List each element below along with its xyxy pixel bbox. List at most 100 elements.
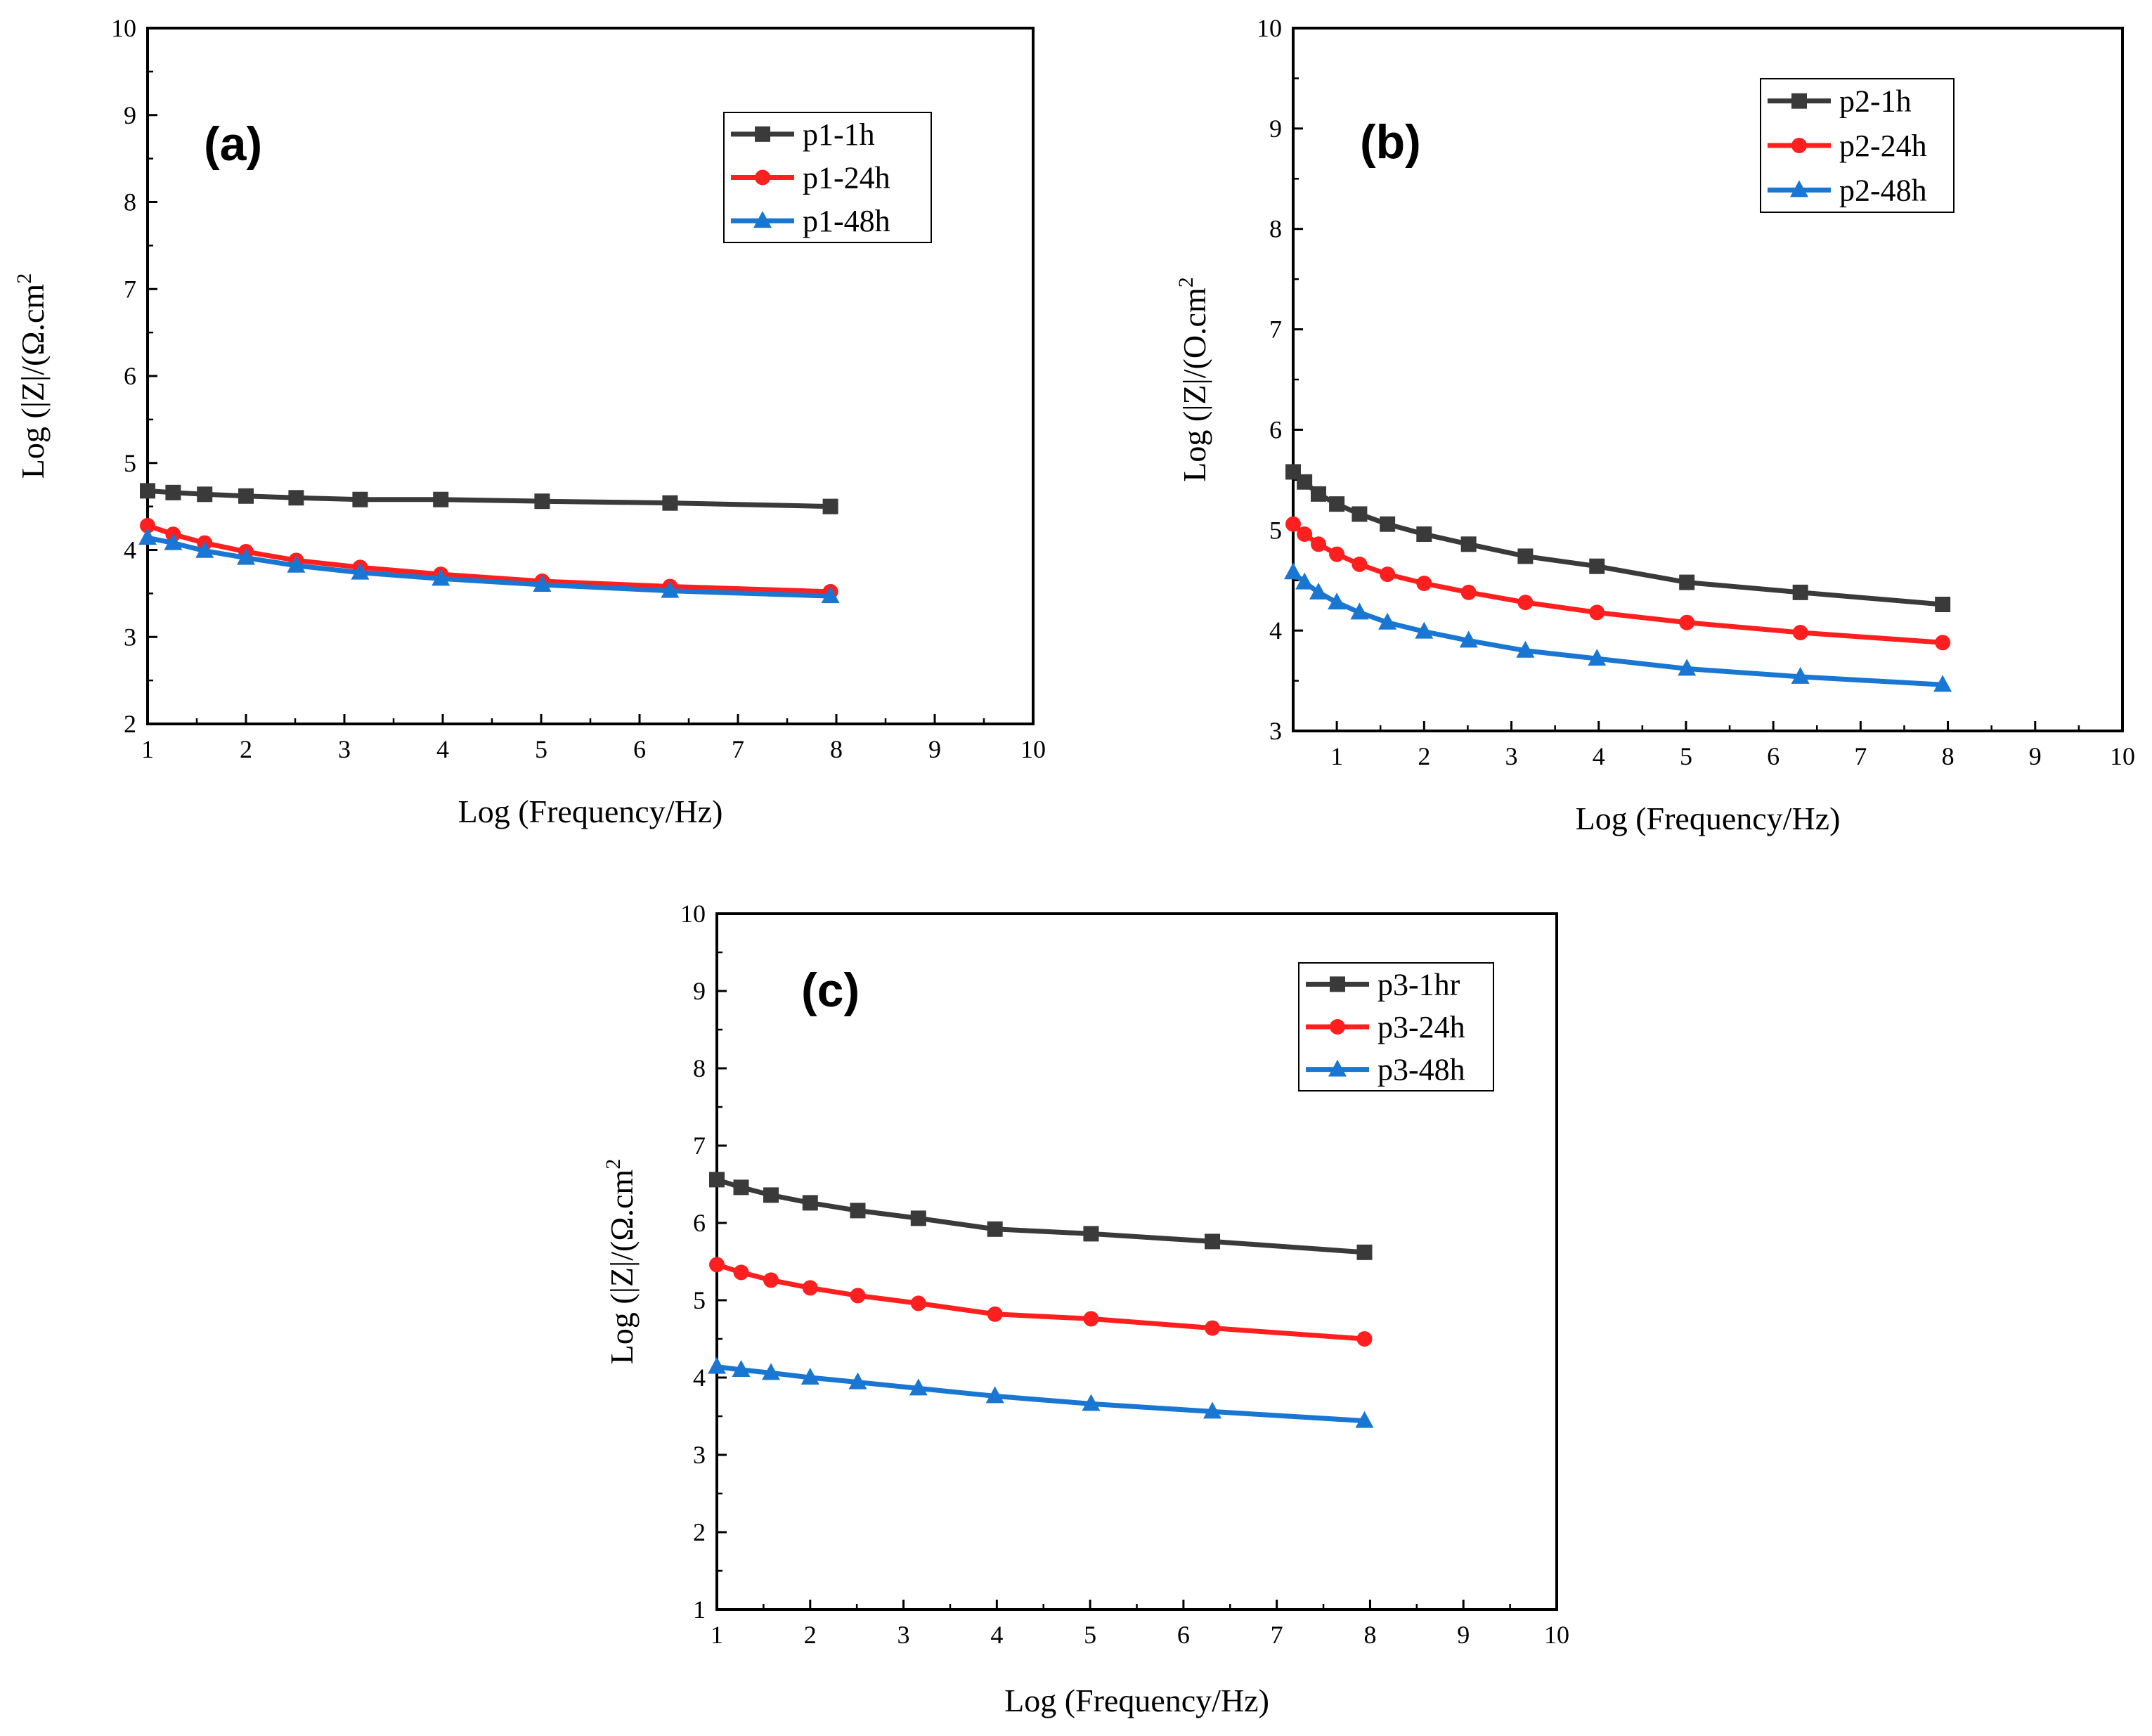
data-point-p1-48h bbox=[195, 540, 214, 558]
y-axis-label: Log (|Z|/(Ω.cm2 bbox=[13, 273, 51, 479]
legend-label: p2-24h bbox=[1839, 129, 1927, 163]
data-point-p2-1h bbox=[1416, 526, 1432, 542]
data-point-p2-48h bbox=[1378, 612, 1397, 630]
data-point-p2-48h bbox=[1295, 572, 1314, 590]
y-tick-label: 3 bbox=[1269, 717, 1282, 745]
x-tick-label: 2 bbox=[240, 735, 252, 763]
data-point-p1-1h bbox=[662, 495, 678, 511]
data-point-p3-48h bbox=[1082, 1394, 1101, 1411]
x-axis-label: Log (Frequency/Hz) bbox=[1576, 801, 1841, 836]
panel-label: (a) bbox=[204, 117, 262, 171]
x-tick-label: 5 bbox=[1084, 1621, 1096, 1649]
y-tick-label: 8 bbox=[124, 188, 136, 216]
y-tick-label: 3 bbox=[124, 623, 136, 651]
y-axis-label-main: Log (|Z|/(O.cm bbox=[1177, 287, 1212, 482]
x-axis-label: Log (Frequency/Hz) bbox=[1004, 1683, 1269, 1718]
legend-marker bbox=[1330, 1019, 1345, 1035]
y-tick-label: 6 bbox=[1269, 415, 1282, 443]
legend-marker bbox=[755, 126, 770, 142]
data-point-p2-1h bbox=[1679, 574, 1695, 590]
data-point-p3-1hr bbox=[850, 1203, 866, 1219]
data-point-p1-48h bbox=[821, 586, 840, 604]
y-tick-label: 2 bbox=[693, 1518, 706, 1546]
data-point-p2-24h bbox=[1352, 556, 1368, 572]
x-tick-label: 2 bbox=[804, 1621, 817, 1649]
data-point-p2-1h bbox=[1517, 548, 1534, 564]
x-axis-label: Log (Frequency/Hz) bbox=[458, 793, 723, 829]
data-point-p3-1hr bbox=[709, 1172, 725, 1188]
data-point-p2-48h bbox=[1516, 640, 1535, 658]
data-point-p3-24h bbox=[1083, 1311, 1099, 1327]
data-point-p2-48h bbox=[1284, 562, 1302, 580]
data-point-p3-24h bbox=[763, 1272, 779, 1288]
data-point-p1-48h bbox=[351, 562, 370, 580]
x-tick-label: 6 bbox=[1177, 1621, 1190, 1649]
x-tick-label: 6 bbox=[633, 735, 646, 763]
data-point-p2-24h bbox=[1935, 635, 1951, 651]
x-tick-label: 7 bbox=[1271, 1621, 1283, 1649]
legend-label: p3-48h bbox=[1378, 1053, 1465, 1087]
y-tick-label: 8 bbox=[693, 1054, 706, 1082]
data-point-p2-1h bbox=[1460, 536, 1477, 552]
y-tick-label: 8 bbox=[1269, 215, 1282, 243]
x-tick-label: 1 bbox=[141, 735, 154, 763]
x-tick-label: 5 bbox=[535, 735, 547, 763]
x-tick-label: 8 bbox=[830, 735, 843, 763]
x-tick-label: 3 bbox=[1505, 742, 1518, 770]
data-point-p1-1h bbox=[140, 483, 155, 499]
data-point-p2-48h bbox=[1350, 602, 1369, 620]
data-point-p1-48h bbox=[164, 533, 183, 550]
data-point-p3-24h bbox=[987, 1306, 1003, 1322]
y-tick-label: 4 bbox=[124, 536, 136, 564]
y-tick-label: 10 bbox=[111, 14, 136, 42]
y-tick-label: 3 bbox=[693, 1441, 706, 1469]
x-tick-label: 1 bbox=[1330, 742, 1343, 770]
data-point-p2-1h bbox=[1380, 516, 1396, 532]
x-tick-label: 10 bbox=[1020, 735, 1046, 763]
panel-label: (b) bbox=[1360, 115, 1421, 169]
data-point-p1-24h bbox=[140, 517, 155, 533]
y-tick-label: 10 bbox=[680, 900, 706, 928]
data-point-p2-1h bbox=[1297, 474, 1313, 490]
y-axis-label-main: Log (|Z|/(Ω.cm bbox=[15, 284, 51, 479]
series-line-p3-1hr bbox=[714, 1177, 1367, 1255]
x-tick-label: 7 bbox=[732, 735, 744, 763]
data-point-p2-24h bbox=[1679, 614, 1695, 630]
data-point-p3-24h bbox=[709, 1257, 725, 1273]
data-point-p2-1h bbox=[1792, 584, 1808, 600]
legend-marker bbox=[1330, 976, 1345, 992]
series-line-p1-1h bbox=[145, 488, 834, 510]
data-point-p2-24h bbox=[1380, 566, 1396, 583]
legend-label: p2-1h bbox=[1839, 84, 1912, 119]
y-tick-label: 5 bbox=[1269, 516, 1282, 544]
legend-label: p1-1h bbox=[803, 117, 875, 152]
data-point-p2-1h bbox=[1589, 558, 1605, 574]
data-point-p3-24h bbox=[910, 1295, 926, 1311]
data-point-p1-48h bbox=[533, 575, 552, 592]
x-tick-label: 9 bbox=[928, 735, 941, 763]
data-point-p2-48h bbox=[1791, 666, 1810, 684]
series-line-p1-24h bbox=[145, 523, 834, 595]
data-point-p2-24h bbox=[1285, 516, 1301, 532]
x-tick-label: 10 bbox=[1544, 1621, 1569, 1649]
data-point-p3-48h bbox=[708, 1356, 726, 1374]
y-tick-label: 10 bbox=[1257, 14, 1282, 42]
data-point-p2-1h bbox=[1935, 597, 1951, 612]
data-point-p2-48h bbox=[1328, 592, 1347, 610]
data-point-p1-1h bbox=[197, 486, 213, 503]
data-point-p3-1hr bbox=[763, 1187, 779, 1203]
data-point-p1-48h bbox=[237, 548, 255, 565]
y-tick-label: 7 bbox=[693, 1132, 706, 1160]
data-point-p1-1h bbox=[238, 488, 254, 504]
chart-panel-2: 1 2 3 4 5 6 7 8 9 10 1 2 3 4 5 6 7 8 9 10 Log (Frequency/Hz)… bbox=[602, 900, 1569, 1718]
data-point-p2-24h bbox=[1517, 595, 1534, 611]
data-point-p2-48h bbox=[1459, 630, 1478, 648]
data-point-p1-1h bbox=[433, 491, 449, 507]
y-tick-label: 9 bbox=[124, 101, 136, 129]
data-point-p2-48h bbox=[1309, 582, 1328, 600]
data-point-p3-48h bbox=[800, 1368, 819, 1385]
data-point-p3-1hr bbox=[802, 1195, 818, 1211]
y-axis-label: Log (|Z|/(O.cm2 bbox=[1174, 277, 1212, 481]
